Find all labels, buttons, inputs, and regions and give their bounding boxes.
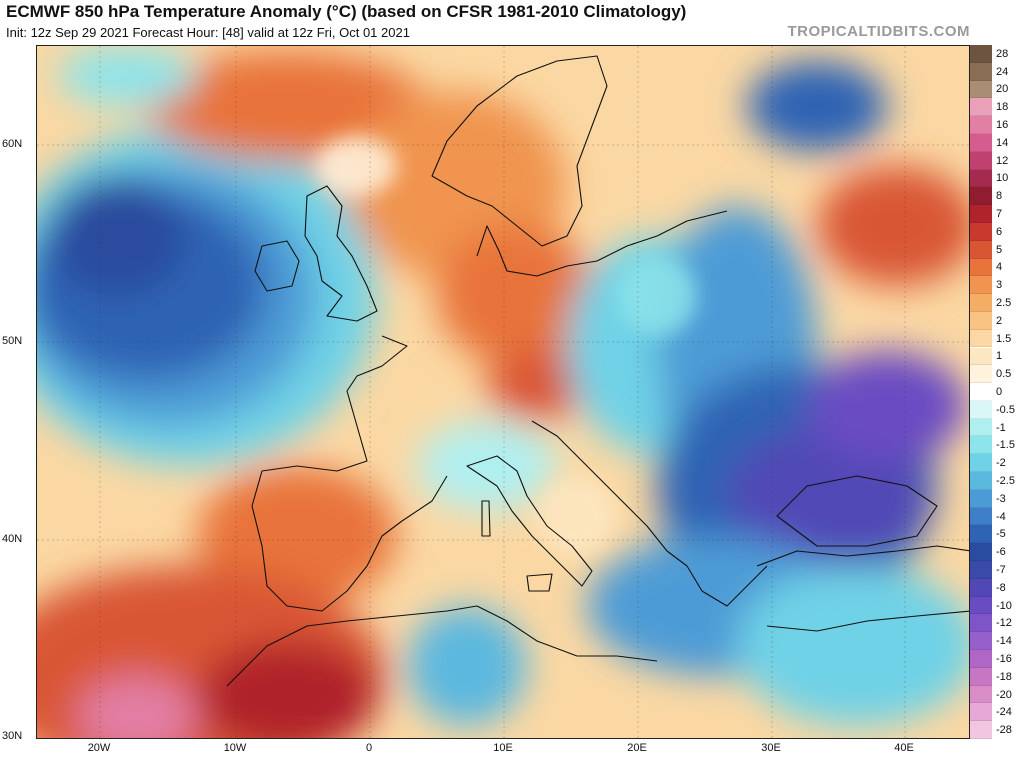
colorbar-swatch [970,205,992,223]
colorbar-swatch [970,703,992,722]
colorbar-swatch [970,276,992,295]
colorbar-swatch [970,650,992,668]
colorbar-swatch [970,596,992,615]
colorbar-swatch [970,80,992,99]
colorbar-label: -5 [996,528,1006,541]
colorbar-label: 10 [996,172,1009,185]
colorbar-label: 14 [996,136,1009,149]
colorbar-swatch [970,454,992,473]
colorbar-swatch [970,151,992,170]
lat-label-40n: 40N [2,533,23,545]
colorbar-label: 16 [996,119,1009,132]
colorbar-swatch [970,507,992,526]
colorbar-label: -16 [996,652,1012,665]
colorbar-label: 7 [996,208,1003,221]
colorbar-swatch [970,489,992,508]
colorbar-label: 5 [996,243,1003,256]
lon-label-0: 0 [365,742,373,754]
colorbar-swatch [970,543,992,562]
colorbar-swatch [970,721,992,739]
colorbar [970,45,992,739]
forecast-info: Init: 12z Sep 29 2021 Forecast Hour: [48… [6,25,410,40]
colorbar-label: 28 [996,47,1009,60]
anomaly-map [36,45,970,739]
colorbar-swatch [970,311,992,330]
colorbar-label: -2 [996,457,1006,470]
colorbar-label: 4 [996,261,1003,274]
colorbar-swatch [970,329,992,348]
colorbar-swatch [970,240,992,259]
colorbar-label: -7 [996,563,1006,576]
colorbar-swatch [970,418,992,437]
colorbar-label: -18 [996,670,1012,683]
colorbar-swatch [970,347,992,366]
lat-label-60n: 60N [2,138,23,150]
colorbar-label: 1.5 [996,332,1012,345]
colorbar-label: -4 [996,510,1006,523]
colorbar-label: 18 [996,101,1009,114]
colorbar-swatch [970,561,992,579]
colorbar-label: 0.5 [996,368,1012,381]
colorbar-label: 1 [996,350,1003,363]
colorbar-swatch [970,667,992,686]
colorbar-label: 20 [996,83,1009,96]
colorbar-swatch [970,294,992,312]
colorbar-label: 24 [996,65,1009,78]
brand-watermark: TROPICALTIDBITS.COM [787,23,970,40]
colorbar-swatch [970,116,992,134]
colorbar-swatch [970,632,992,650]
colorbar-swatch [970,169,992,188]
colorbar-swatch [970,400,992,419]
colorbar-swatch [970,45,992,63]
colorbar-label: -28 [996,724,1012,737]
colorbar-label: 0 [996,386,1003,398]
colorbar-label: -6 [996,546,1006,559]
colorbar-label: -14 [996,635,1012,648]
colorbar-swatch [970,187,992,206]
colorbar-swatch [970,436,992,455]
colorbar-label: -3 [996,492,1006,505]
colorbar-swatch [970,525,992,544]
colorbar-swatch [970,685,992,704]
colorbar-swatch [970,578,992,597]
colorbar-label: -1.5 [996,439,1015,452]
colorbar-swatch [970,98,992,117]
colorbar-label: -8 [996,581,1006,594]
colorbar-label: -20 [996,688,1012,701]
colorbar-label: -0.5 [996,403,1015,416]
colorbar-label: -24 [996,706,1012,719]
colorbar-swatch [970,258,992,277]
lat-label-30n: 30N [2,730,23,742]
colorbar-swatch [970,383,992,401]
colorbar-label: -2.5 [996,474,1015,487]
lat-label-50n: 50N [2,335,23,347]
colorbar-swatch [970,62,992,81]
colorbar-label: 12 [996,154,1009,167]
colorbar-swatch [970,133,992,152]
colorbar-swatch [970,472,992,490]
colorbar-label: -12 [996,617,1012,630]
colorbar-label: 2 [996,314,1003,327]
map-canvas [37,46,969,738]
lon-label-30e: 30E [761,742,781,754]
lon-label-10e: 10E [493,742,513,754]
lon-label-40e: 40E [894,742,914,754]
colorbar-swatch [970,365,992,384]
chart-title: ECMWF 850 hPa Temperature Anomaly (°C) (… [6,2,687,21]
colorbar-label: -1 [996,421,1006,434]
colorbar-swatch [970,614,992,633]
colorbar-label: 2.5 [996,297,1012,310]
colorbar-label: 8 [996,190,1003,203]
colorbar-label: 6 [996,225,1003,238]
lon-label-20w: 20W [87,742,111,754]
colorbar-label: 3 [996,279,1003,292]
colorbar-label: -10 [996,599,1012,612]
lon-label-10w: 10W [223,742,247,754]
lon-label-20e: 20E [627,742,647,754]
colorbar-swatch [970,222,992,241]
